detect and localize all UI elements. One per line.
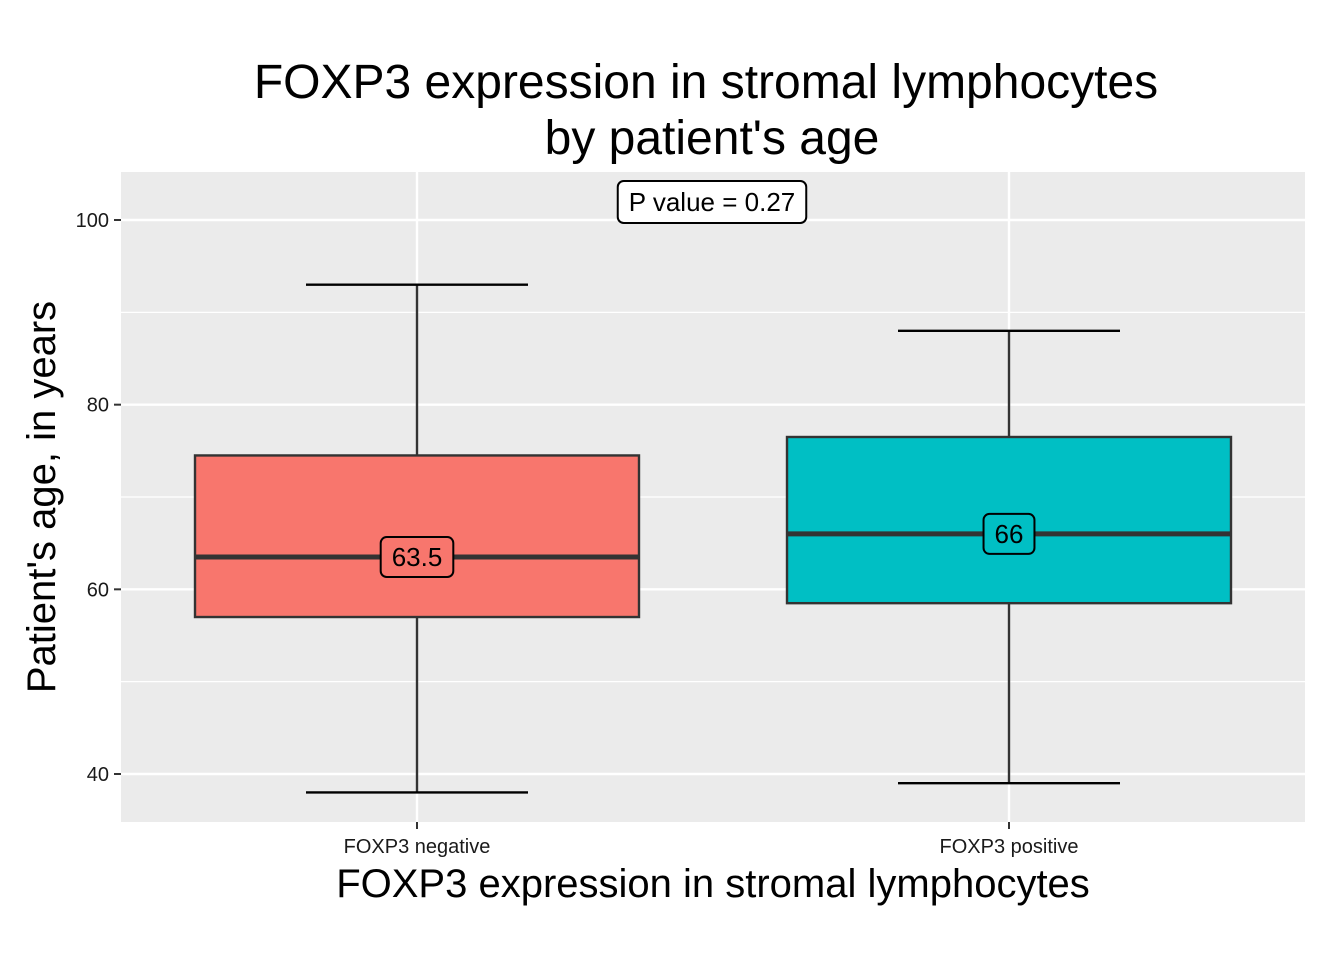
median-label-box [379,536,455,579]
y-tick-label: 60 [87,579,109,601]
p-value-text: P value = 0.27 [629,187,796,217]
chart-title-line-2: by patient's age [545,112,880,165]
x-tick-label: FOXP3 negative [344,836,491,858]
median-label: 63.5 [379,536,455,579]
p-value-box [616,180,808,224]
median-label-text: 63.5 [392,542,443,572]
box-group: 63.5 [193,283,641,794]
y-tick-label: 40 [87,764,109,786]
y-tick-label: 100 [76,210,109,232]
median-label: 66 [982,512,1036,555]
y-axis-title: Patient's age, in years [20,301,64,693]
y-tick-label: 80 [87,395,109,417]
plot-area: 40 60 80 100 FOXP3 negative FOXP3 positive 63.… [76,172,1305,858]
x-tick-label: FOXP3 positive [940,836,1079,858]
p-value-annotation: P value = 0.27 [616,180,808,224]
median-label-box [982,512,1036,555]
box-group: 66 [785,329,1233,785]
chart-title-line-1: FOXP3 expression in stromal lymphocytes [254,56,1158,109]
x-axis-title: FOXP3 expression in stromal lymphocytes [336,862,1090,906]
median-label-text: 66 [995,519,1024,549]
